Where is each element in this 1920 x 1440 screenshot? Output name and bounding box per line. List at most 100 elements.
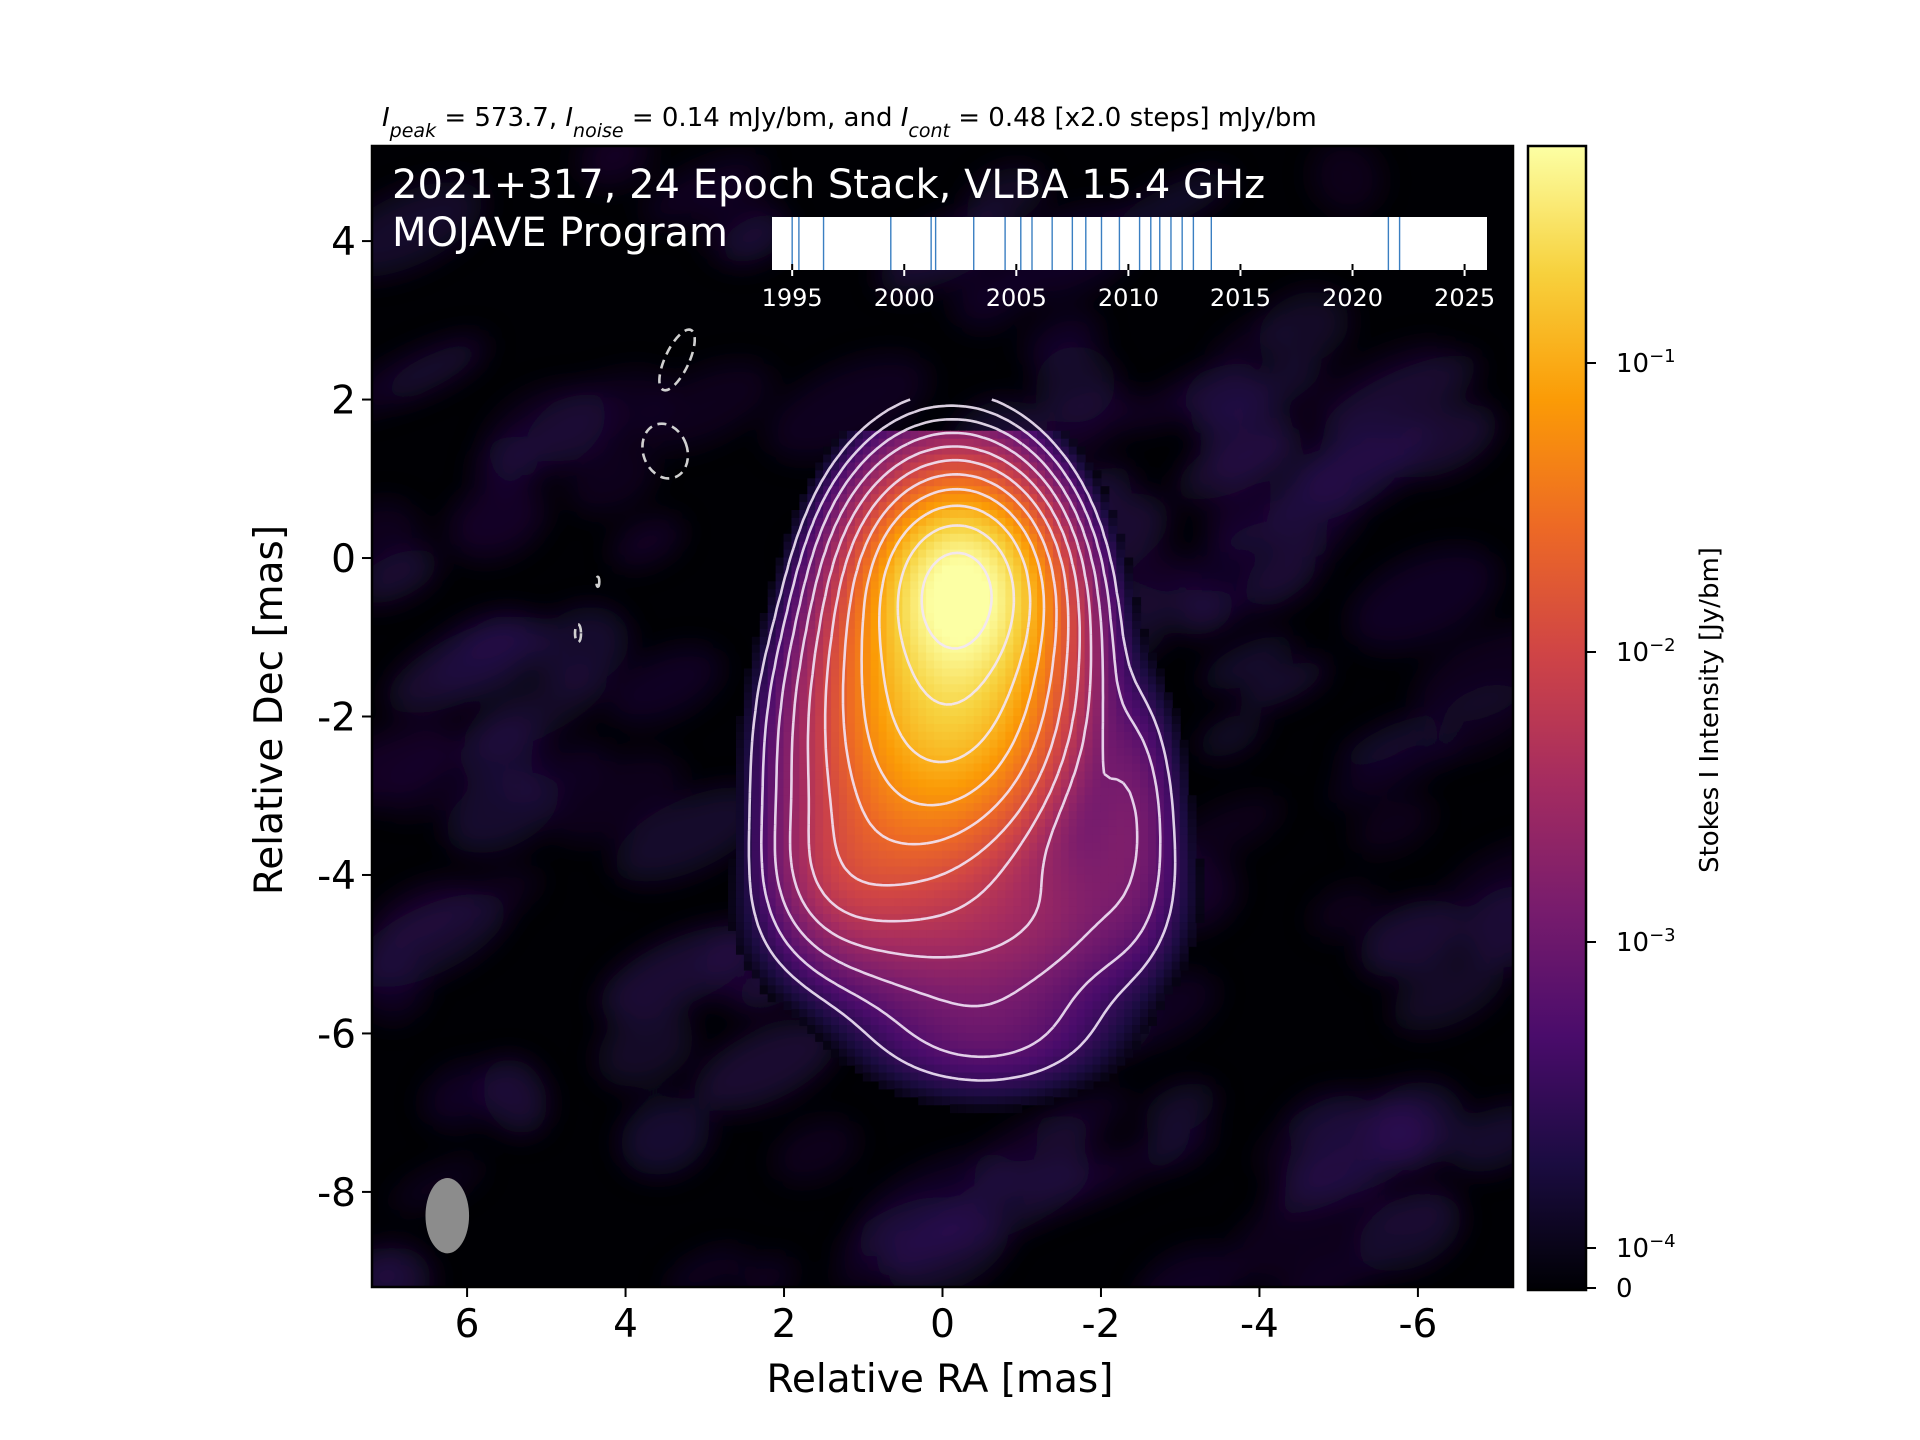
emission-pixel — [981, 826, 991, 836]
emission-pixel — [735, 890, 745, 900]
emission-pixel — [894, 478, 904, 488]
emission-pixel — [743, 929, 753, 939]
emission-pixel — [743, 755, 753, 765]
emission-pixel — [1108, 763, 1118, 773]
emission-pixel — [957, 581, 967, 591]
emission-pixel — [910, 906, 920, 916]
emission-pixel — [1132, 882, 1142, 892]
emission-pixel — [934, 739, 943, 749]
emission-pixel — [815, 858, 825, 868]
emission-pixel — [1124, 700, 1134, 710]
emission-pixel — [815, 509, 825, 519]
noise-blob — [843, 1197, 950, 1257]
emission-pixel — [894, 708, 904, 717]
emission-pixel — [981, 494, 991, 504]
emission-pixel — [1163, 795, 1173, 805]
emission-pixel — [902, 866, 912, 876]
emission-pixel — [1029, 716, 1039, 725]
x-tick-label: 4 — [613, 1302, 638, 1347]
emission-pixel — [973, 1088, 983, 1098]
emission-pixel — [973, 811, 983, 821]
emission-pixel — [815, 652, 825, 662]
emission-pixel — [1148, 723, 1157, 733]
emission-pixel — [934, 898, 943, 908]
emission-pixel — [942, 716, 951, 725]
emission-pixel — [934, 977, 943, 987]
emission-pixel — [965, 708, 975, 717]
emission-pixel — [981, 557, 991, 567]
emission-pixel — [1116, 993, 1126, 1003]
emission-pixel — [910, 731, 920, 741]
emission-pixel — [1179, 937, 1189, 947]
emission-pixel — [1013, 953, 1023, 963]
emission-pixel — [1100, 795, 1110, 805]
emission-pixel — [751, 652, 761, 662]
emission-pixel — [735, 834, 745, 844]
emission-pixel — [1100, 708, 1110, 717]
emission-pixel — [1045, 652, 1054, 662]
emission-pixel — [735, 882, 745, 892]
emission-pixel — [1029, 597, 1039, 607]
emission-pixel — [997, 731, 1007, 741]
emission-pixel — [981, 929, 991, 939]
emission-pixel — [942, 993, 951, 1003]
negative-contour — [658, 328, 697, 392]
emission-pixel — [1013, 890, 1023, 900]
emission-pixel — [926, 922, 936, 931]
emission-pixel — [767, 953, 777, 963]
emission-pixel — [807, 692, 817, 702]
emission-pixel — [910, 525, 920, 535]
emission-pixel — [846, 961, 856, 971]
emission-pixel — [1092, 700, 1102, 710]
emission-pixel — [1045, 826, 1054, 836]
emission-pixel — [815, 557, 825, 567]
emission-pixel — [1068, 644, 1078, 654]
emission-pixel — [918, 692, 928, 702]
emission-pixel — [1084, 961, 1094, 971]
emission-pixel — [1076, 541, 1086, 551]
emission-pixel — [1060, 605, 1070, 614]
emission-pixel — [957, 961, 967, 971]
emission-pixel — [1108, 612, 1118, 622]
emission-pixel — [1013, 826, 1023, 836]
emission-pixel — [775, 906, 785, 916]
emission-pixel — [949, 684, 959, 694]
emission-pixel — [1076, 636, 1086, 646]
emission-pixel — [997, 478, 1007, 488]
emission-pixel — [1124, 676, 1134, 686]
emission-pixel — [894, 882, 904, 892]
emission-pixel — [854, 676, 864, 686]
emission-pixel — [934, 1048, 943, 1058]
colorbar-tick-label: 10−4 — [1616, 1231, 1676, 1265]
emission-pixel — [815, 549, 825, 559]
emission-pixel — [854, 446, 864, 456]
emission-pixel — [1052, 929, 1062, 939]
emission-pixel — [1068, 478, 1078, 488]
emission-pixel — [870, 533, 880, 543]
emission-pixel — [831, 866, 840, 876]
emission-pixel — [918, 644, 928, 654]
emission-pixel — [1021, 716, 1031, 725]
emission-pixel — [997, 842, 1007, 852]
emission-pixel — [957, 660, 967, 670]
emission-pixel — [823, 517, 833, 527]
emission-pixel — [783, 803, 793, 813]
emission-pixel — [926, 454, 936, 464]
emission-pixel — [1108, 1001, 1118, 1011]
emission-pixel — [981, 660, 991, 670]
emission-pixel — [1108, 597, 1118, 607]
emission-pixel — [1013, 462, 1023, 472]
emission-pixel — [807, 1009, 817, 1019]
emission-pixel — [1116, 961, 1126, 971]
emission-pixel — [775, 692, 785, 702]
emission-pixel — [965, 985, 975, 995]
emission-pixel — [1021, 977, 1031, 987]
emission-pixel — [846, 787, 856, 797]
emission-pixel — [1068, 1025, 1078, 1034]
emission-pixel — [1060, 739, 1070, 749]
emission-pixel — [926, 1009, 936, 1019]
emission-pixel — [894, 470, 904, 480]
emission-pixel — [775, 779, 785, 789]
emission-pixel — [1148, 929, 1157, 939]
emission-pixel — [783, 842, 793, 852]
